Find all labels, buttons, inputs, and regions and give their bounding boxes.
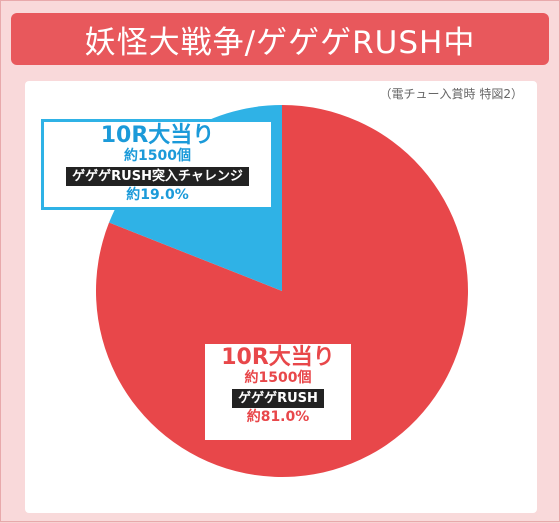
chart-title: 妖怪大戦争/ゲゲゲRUSH中 — [84, 24, 476, 61]
pie-slice-rush — [95, 105, 468, 477]
label-rush-challenge-title: 10R大当り — [100, 123, 215, 148]
label-rush-challenge-percent: 約19.0% — [126, 187, 189, 203]
label-rush-challenge-outcome: ゲゲゲRUSH突入チャレンジ — [66, 167, 249, 186]
label-rush: 10R大当り 約1500個 ゲゲゲRUSH 約81.0% — [205, 344, 351, 440]
title-bar: 妖怪大戦争/ゲゲゲRUSH中 — [11, 13, 549, 65]
label-rush-title: 10R大当り — [221, 345, 335, 370]
label-rush-challenge: 10R大当り 約1500個 ゲゲゲRUSH突入チャレンジ 約19.0% — [41, 119, 274, 210]
label-rush-outcome: ゲゲゲRUSH — [232, 389, 324, 408]
chart-note: （電チュー入賞時 特図2） — [379, 87, 523, 101]
label-rush-challenge-count: 約1500個 — [124, 148, 191, 164]
label-rush-count: 約1500個 — [244, 370, 312, 386]
label-rush-percent: 約81.0% — [246, 409, 310, 425]
